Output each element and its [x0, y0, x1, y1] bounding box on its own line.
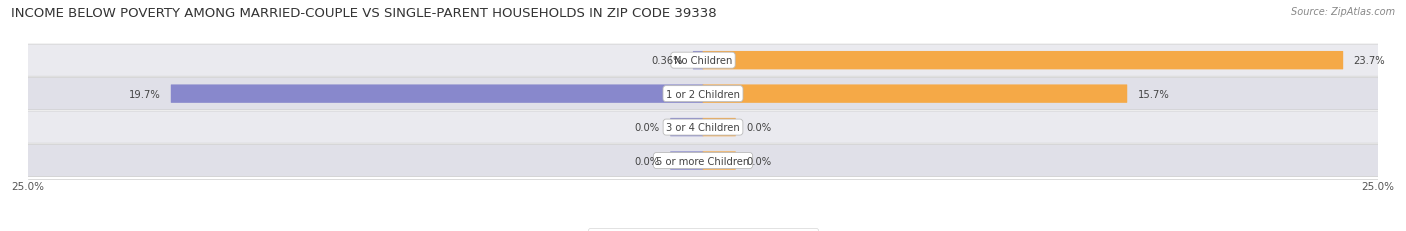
Text: 0.0%: 0.0%: [747, 156, 772, 166]
Text: 19.7%: 19.7%: [128, 89, 160, 99]
FancyBboxPatch shape: [703, 52, 1343, 70]
Text: Source: ZipAtlas.com: Source: ZipAtlas.com: [1291, 7, 1395, 17]
Text: No Children: No Children: [673, 56, 733, 66]
FancyBboxPatch shape: [671, 118, 703, 137]
FancyBboxPatch shape: [693, 52, 703, 70]
FancyBboxPatch shape: [671, 152, 703, 170]
Text: 0.36%: 0.36%: [651, 56, 682, 66]
Text: 0.0%: 0.0%: [747, 123, 772, 133]
FancyBboxPatch shape: [28, 45, 1378, 77]
FancyBboxPatch shape: [703, 118, 735, 137]
Text: 0.0%: 0.0%: [634, 123, 659, 133]
FancyBboxPatch shape: [703, 85, 1128, 103]
FancyBboxPatch shape: [170, 85, 703, 103]
Text: INCOME BELOW POVERTY AMONG MARRIED-COUPLE VS SINGLE-PARENT HOUSEHOLDS IN ZIP COD: INCOME BELOW POVERTY AMONG MARRIED-COUPL…: [11, 7, 717, 20]
FancyBboxPatch shape: [28, 145, 1378, 177]
Text: 15.7%: 15.7%: [1137, 89, 1170, 99]
Text: 23.7%: 23.7%: [1354, 56, 1385, 66]
Legend: Married Couples, Single Parents: Married Couples, Single Parents: [588, 228, 818, 231]
FancyBboxPatch shape: [703, 152, 735, 170]
Text: 3 or 4 Children: 3 or 4 Children: [666, 123, 740, 133]
Text: 0.0%: 0.0%: [634, 156, 659, 166]
FancyBboxPatch shape: [28, 78, 1378, 110]
Text: 1 or 2 Children: 1 or 2 Children: [666, 89, 740, 99]
Text: 5 or more Children: 5 or more Children: [657, 156, 749, 166]
FancyBboxPatch shape: [28, 112, 1378, 143]
